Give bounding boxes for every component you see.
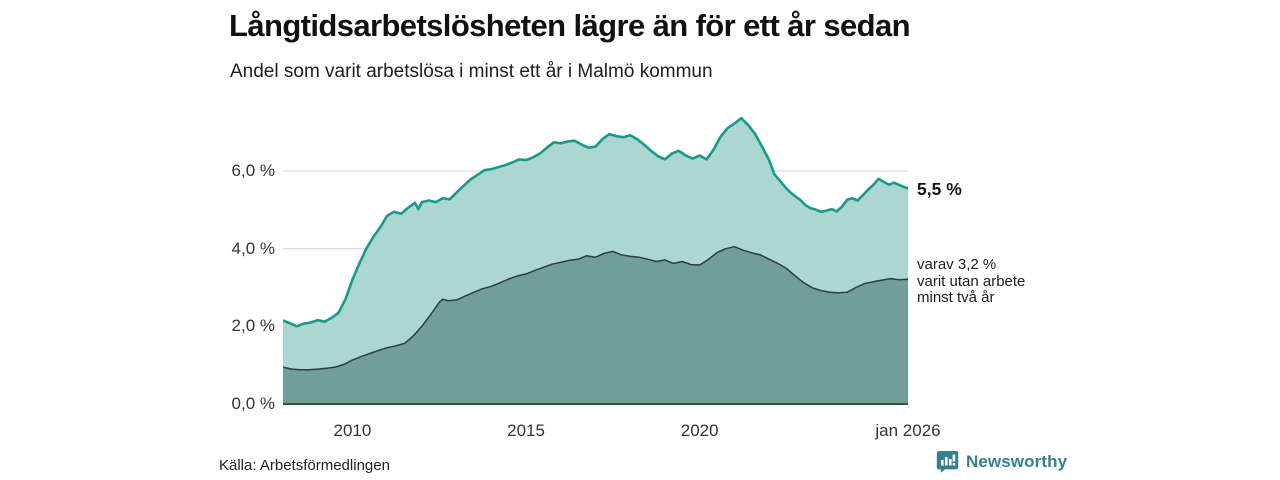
x-tick-label: 2020 [680,421,719,440]
y-tick-label: 4,0 % [231,238,275,258]
bar-chart-bubble-icon [936,450,959,473]
area-two-plus-years [283,246,908,404]
page-title: Långtidsarbetslösheten lägre än för ett … [229,8,911,43]
newsworthy-logo: Newsworthy [936,450,1067,473]
x-tick-label: jan 2026 [875,421,941,440]
annotation-total-value: 5,5 % [917,179,962,199]
annotation-detail-line: minst två år [917,289,995,306]
area-chart [283,116,908,405]
newsworthy-wordmark: Newsworthy [966,451,1068,471]
annotation-detail-line: varit utan arbete [917,272,1026,290]
y-tick-label: 2,0 % [231,316,275,336]
page-subtitle: Andel som varit arbetslösa i minst ett å… [230,61,713,82]
line-total [283,116,908,328]
y-tick-label: 6,0 % [231,161,275,180]
line-two-plus-years [283,245,908,371]
x-tick-label: 2015 [507,421,545,440]
y-tick-label: 0,0 % [231,394,275,413]
x-tick-label: 2010 [333,421,372,440]
annotation-detail-line: varav 3,2 % [917,256,997,273]
source-note: Källa: Arbetsförmedlingen [219,457,390,474]
annotation-detail: varav 3,2 % varit utan arbete minst två … [917,256,1026,307]
